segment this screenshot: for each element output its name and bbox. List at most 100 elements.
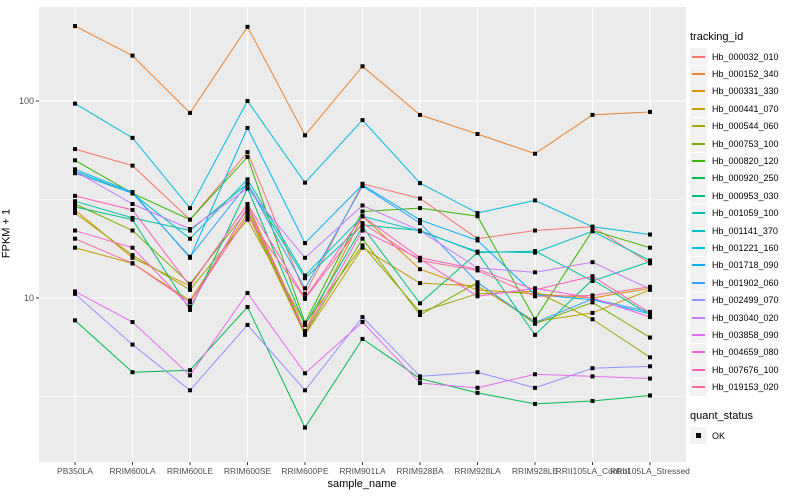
data-point-Hb_019153_020 — [533, 294, 537, 299]
data-point-Hb_019153_020 — [648, 284, 652, 289]
legend-item-Hb_000920_250: Hb_000920_250 — [690, 169, 800, 187]
data-point-Hb_000753_100 — [188, 281, 192, 286]
y-axis-title: FPKM + 1 — [0, 208, 13, 259]
y-tick-label: 100 — [19, 96, 34, 106]
data-point-Hb_003040_020 — [648, 287, 652, 292]
legend-item-label: Hb_000544_060 — [712, 121, 779, 132]
data-point-Hb_000920_250 — [188, 368, 192, 373]
legend-line-icon — [692, 160, 705, 163]
data-point-Hb_003858_090 — [360, 320, 365, 325]
legend-item-label: Hb_001718_090 — [712, 260, 779, 271]
data-point-Hb_001221_160 — [590, 224, 595, 229]
data-point-Hb_004659_080 — [303, 330, 307, 335]
legend-item-label: Hb_003040_020 — [712, 312, 779, 323]
data-point-Hb_019153_020 — [303, 296, 307, 301]
data-point-Hb_003858_090 — [648, 376, 652, 381]
data-point-Hb_004659_080 — [475, 294, 480, 299]
x-tick-label: RRIM600PE — [281, 466, 329, 476]
data-point-Hb_000152_340 — [533, 151, 537, 156]
legend-item-label: Hb_002499_070 — [712, 295, 779, 306]
legend-title-quant-status: quant_status — [690, 409, 753, 422]
data-point-Hb_002499_070 — [188, 388, 192, 393]
legend-key-swatch — [690, 291, 707, 309]
data-point-Hb_000920_250 — [360, 336, 365, 341]
data-point-Hb_019153_020 — [188, 300, 192, 305]
data-point-Hb_000920_250 — [73, 318, 77, 323]
data-point-Hb_002499_070 — [475, 370, 480, 375]
legend-item-Hb_004659_080: Hb_004659_080 — [690, 343, 800, 361]
data-point-Hb_001221_160 — [533, 198, 537, 203]
data-point-Hb_000152_340 — [73, 24, 77, 29]
data-point-Hb_001902_060 — [245, 181, 250, 186]
data-point-Hb_000441_070 — [590, 310, 595, 315]
legend-item-label: Hb_000953_030 — [712, 190, 779, 201]
data-point-Hb_002499_070 — [648, 364, 652, 369]
data-point-Hb_000544_060 — [648, 355, 652, 360]
data-point-Hb_001902_060 — [418, 221, 422, 226]
data-point-Hb_019153_020 — [590, 293, 595, 298]
data-point-Hb_003858_090 — [188, 373, 192, 378]
legend-line-icon — [692, 212, 705, 215]
data-point-Hb_003858_090 — [418, 381, 422, 386]
legend-key-swatch — [690, 361, 707, 379]
data-point-Hb_000544_060 — [245, 217, 250, 222]
legend-line-icon — [692, 368, 705, 371]
legend-item-label: Hb_007676_100 — [712, 364, 779, 375]
legend-key-swatch — [690, 152, 707, 170]
data-point-Hb_001221_160 — [245, 99, 250, 103]
data-point-Hb_000441_070 — [73, 245, 77, 250]
data-point-Hb_001221_160 — [360, 118, 365, 123]
data-point-Hb_003858_090 — [533, 372, 537, 377]
data-point-Hb_007676_100 — [360, 214, 365, 219]
data-point-Hb_003040_020 — [188, 227, 192, 232]
legend-key-swatch — [690, 48, 707, 66]
data-point-Hb_000544_060 — [130, 253, 135, 258]
legend-item-Hb_000032_010: Hb_000032_010 — [690, 48, 800, 66]
legend-item-label: Hb_001221_160 — [712, 242, 779, 253]
data-point-Hb_001141_370 — [303, 273, 307, 278]
legend-item-ok: OK — [690, 427, 800, 444]
data-point-Hb_001902_060 — [130, 191, 135, 196]
data-point-Hb_000953_030 — [73, 204, 77, 209]
legend-item-label: Hb_000152_340 — [712, 69, 779, 80]
data-point-Hb_000544_060 — [188, 287, 192, 292]
data-point-Hb_000920_250 — [130, 370, 135, 375]
legend-item-label: Hb_000032_010 — [712, 51, 779, 62]
ok-key-swatch — [690, 427, 707, 444]
legend-key-swatch — [690, 65, 707, 83]
legend-item-label: Hb_000441_070 — [712, 103, 779, 114]
legend-item-Hb_002499_070: Hb_002499_070 — [690, 291, 800, 309]
data-point-Hb_001059_100 — [73, 199, 77, 204]
data-point-Hb_000544_060 — [590, 317, 595, 322]
data-point-Hb_001141_370 — [245, 177, 250, 182]
data-point-Hb_019153_020 — [245, 214, 250, 219]
data-point-Hb_000820_120 — [475, 214, 480, 219]
data-point-Hb_000152_340 — [303, 133, 307, 138]
x-axis-title: sample_name — [327, 478, 397, 490]
legend-key-swatch — [690, 135, 707, 153]
legend-title-tracking-id: tracking_id — [690, 31, 744, 43]
data-point-Hb_000152_340 — [188, 110, 192, 115]
legend: tracking_id Hb_000032_010 Hb_000152_340 Hb… — [690, 31, 800, 444]
data-point-Hb_001141_370 — [475, 249, 480, 254]
data-point-Hb_000753_100 — [73, 202, 77, 207]
data-point-Hb_000152_340 — [475, 131, 480, 136]
data-point-Hb_000820_120 — [533, 317, 537, 322]
data-point-Hb_019153_020 — [360, 221, 365, 226]
black-square-icon — [696, 433, 701, 438]
legend-line-icon — [692, 73, 705, 76]
legend-item-label: Hb_000753_100 — [712, 138, 779, 149]
data-point-Hb_000953_030 — [303, 322, 307, 327]
data-point-Hb_007676_100 — [533, 287, 537, 292]
data-point-Hb_000820_120 — [73, 158, 77, 163]
legend-line-icon — [692, 246, 705, 249]
x-tick-label: PB350LA — [57, 466, 93, 476]
data-point-Hb_004659_080 — [130, 245, 135, 250]
data-point-Hb_001221_160 — [418, 181, 422, 186]
data-point-Hb_000920_250 — [418, 376, 422, 381]
legend-item-label: Hb_000331_330 — [712, 86, 779, 97]
data-point-Hb_000441_070 — [418, 281, 422, 286]
data-point-Hb_007676_100 — [130, 207, 135, 212]
